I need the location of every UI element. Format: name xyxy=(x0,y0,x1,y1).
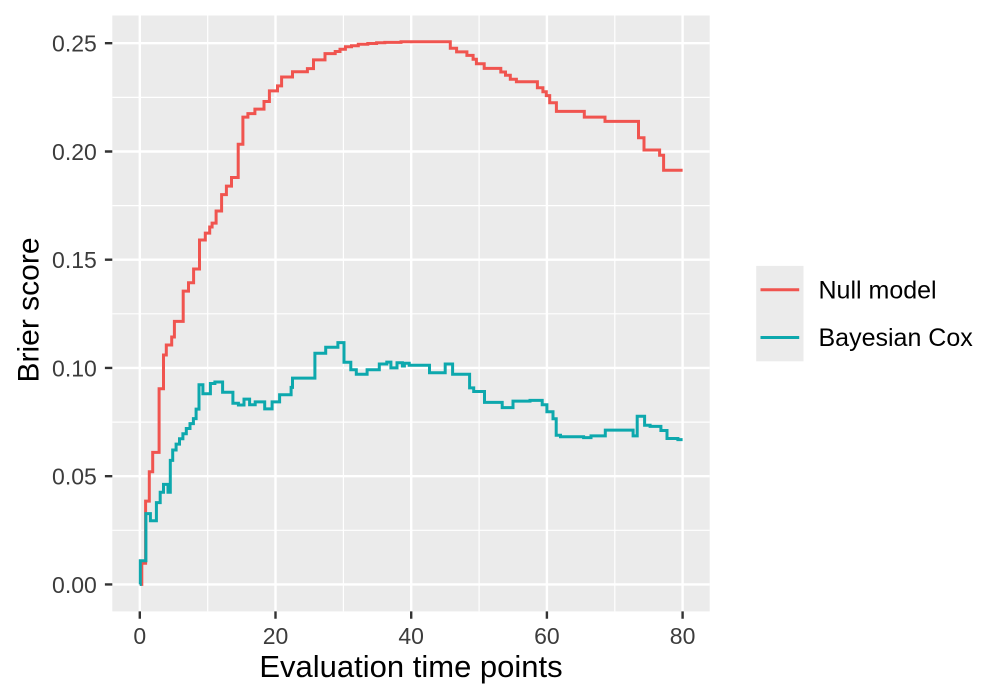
svg-text:0.15: 0.15 xyxy=(52,247,97,273)
svg-text:60: 60 xyxy=(534,623,560,649)
svg-text:0: 0 xyxy=(133,623,146,649)
svg-text:Evaluation time points: Evaluation time points xyxy=(259,649,562,684)
svg-text:40: 40 xyxy=(398,623,424,649)
svg-text:0.20: 0.20 xyxy=(52,139,97,165)
svg-text:0.05: 0.05 xyxy=(52,464,97,490)
svg-text:0.10: 0.10 xyxy=(52,355,97,381)
svg-text:80: 80 xyxy=(670,623,696,649)
svg-text:0.00: 0.00 xyxy=(52,572,97,598)
svg-text:Brier score: Brier score xyxy=(13,237,46,382)
svg-text:Null model: Null model xyxy=(819,277,937,305)
svg-text:Bayesian Cox: Bayesian Cox xyxy=(819,324,974,352)
svg-text:20: 20 xyxy=(263,623,289,649)
svg-text:0.25: 0.25 xyxy=(52,31,97,57)
